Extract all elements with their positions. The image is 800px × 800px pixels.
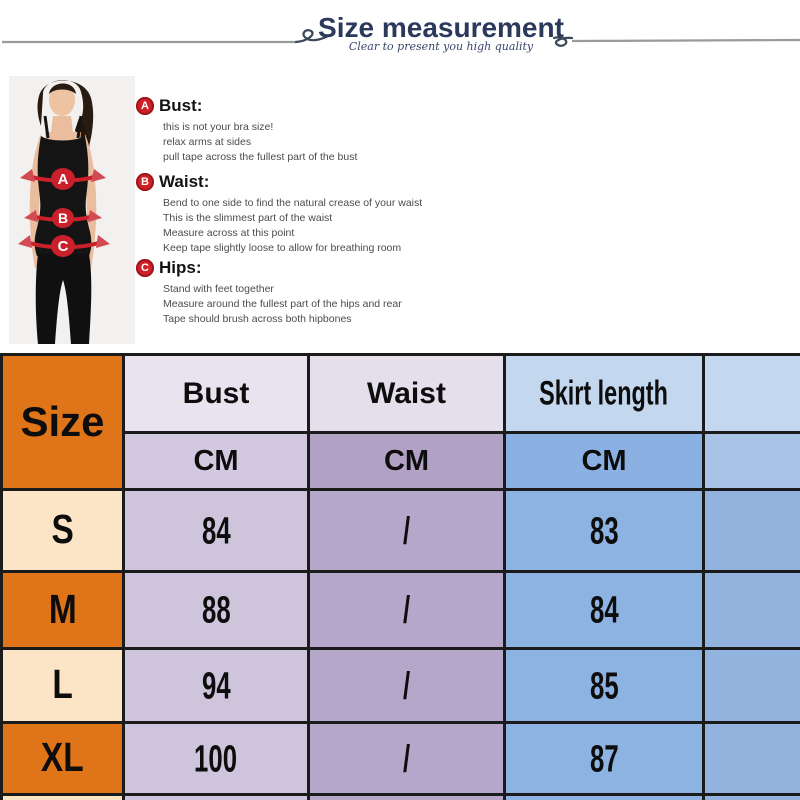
extra-unit-cell	[705, 434, 800, 488]
model-marker-c: C	[58, 238, 69, 255]
waist-column-header: Waist	[310, 356, 503, 431]
bust-tip: pull tape across the fullest part of the…	[163, 151, 358, 163]
clipped-row-waist-cell	[310, 796, 503, 800]
size-table: Size Bust Waist Skirt length CM CM CM S …	[0, 353, 800, 800]
bust-arrow: A	[20, 168, 106, 190]
hips-tip: Measure around the fullest part of the h…	[163, 298, 402, 310]
row-label-l: L	[3, 650, 122, 721]
hips-tip: Stand with feet together	[163, 283, 274, 295]
skirt-value-l: 85	[506, 650, 702, 721]
bust-tip: this is not your bra size!	[163, 121, 274, 133]
skirt-unit-cell: CM	[506, 434, 702, 488]
bust-value-s: 84	[125, 491, 307, 570]
guide-section-hips: C Hips: Stand with feet together Measure …	[136, 258, 476, 327]
page-subtitle: Clear to present you high quality	[348, 40, 534, 53]
clipped-row-bust-cell	[125, 796, 307, 800]
bust-column-header: Bust	[125, 356, 307, 431]
skirt-value-s: 83	[506, 491, 702, 570]
clipped-row-extra-cell	[705, 796, 800, 800]
waist-tip: Bend to one side to find the natural cre…	[163, 197, 423, 209]
guide-section-waist: B Waist: Bend to one side to find the nat…	[136, 172, 476, 256]
page-title: Size measurement	[318, 12, 564, 43]
guide-section-bust: A Bust: this is not your bra size! relax …	[136, 96, 476, 165]
waist-unit-cell: CM	[310, 434, 503, 488]
extra-value-xl	[705, 724, 800, 793]
badge-c: C	[136, 259, 154, 277]
skirt-value-m: 84	[506, 573, 702, 647]
row-label-xl: XL	[3, 724, 122, 793]
extra-value-s	[705, 491, 800, 570]
clipped-row-skirt-cell	[506, 796, 702, 800]
row-label-m: M	[3, 573, 122, 647]
extra-column-header	[705, 356, 800, 431]
badge-a: A	[136, 97, 154, 115]
right-flourish-line	[552, 36, 800, 47]
hips-tip: Tape should brush across both hipbones	[163, 313, 352, 325]
hips-heading: Hips:	[159, 258, 202, 277]
waist-tip: Measure across at this point	[163, 227, 295, 239]
waist-arrow: B	[24, 208, 102, 228]
size-corner-header: Size	[3, 356, 122, 488]
bust-value-m: 88	[125, 573, 307, 647]
waist-value-m: /	[310, 573, 503, 647]
waist-tip: This is the slimmest part of the waist	[163, 212, 333, 224]
model-marker-a: A	[58, 171, 69, 188]
hips-arrow: C	[18, 235, 110, 257]
waist-value-s: /	[310, 491, 503, 570]
waist-heading: Waist:	[159, 172, 210, 191]
model-marker-b: B	[58, 210, 68, 226]
bust-tip: relax arms at sides	[163, 136, 252, 148]
model-photo: A B C	[5, 72, 140, 348]
left-flourish-line	[2, 29, 330, 44]
row-label-s: S	[3, 491, 122, 570]
extra-value-m	[705, 573, 800, 647]
skirt-length-column-header: Skirt length	[506, 356, 702, 431]
model-figure: A B C	[9, 76, 135, 344]
bust-value-l: 94	[125, 650, 307, 721]
bust-heading: Bust:	[159, 96, 203, 115]
waist-value-xl: /	[310, 724, 503, 793]
skirt-value-xl: 87	[506, 724, 702, 793]
clipped-row-size-cell	[3, 796, 122, 800]
extra-value-l	[705, 650, 800, 721]
waist-tip: Keep tape slightly loose to allow for br…	[163, 242, 402, 254]
bust-unit-cell: CM	[125, 434, 307, 488]
bust-value-xl: 100	[125, 724, 307, 793]
waist-value-l: /	[310, 650, 503, 721]
badge-b: B	[136, 173, 154, 191]
